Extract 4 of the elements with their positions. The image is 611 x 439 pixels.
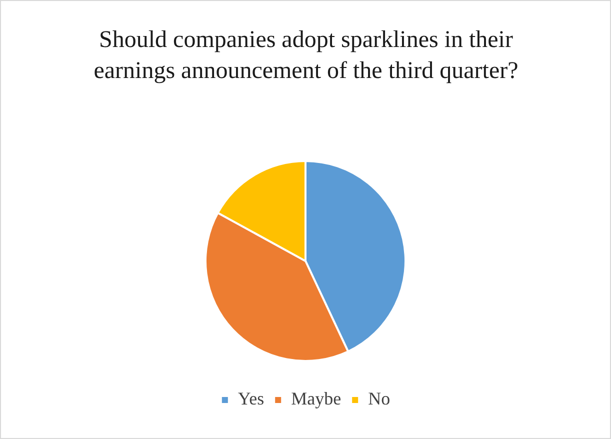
legend-label: Maybe [291, 388, 342, 409]
legend-label: Yes [238, 388, 264, 409]
legend-label: No [368, 388, 390, 409]
chart-title: Should companies adopt sparklines in their earnings announcement of the third quarter? [92, 26, 520, 86]
